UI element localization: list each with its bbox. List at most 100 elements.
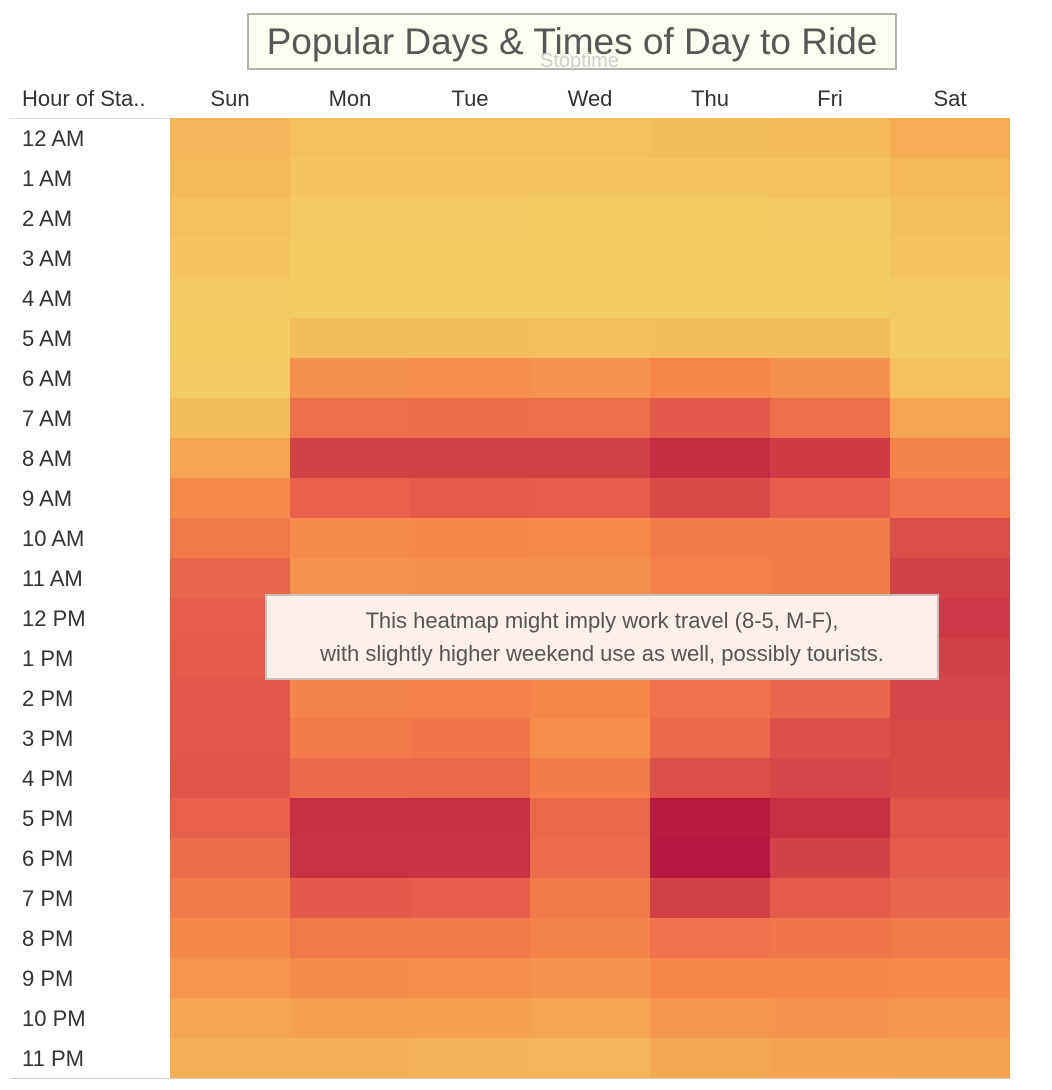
heatmap-cell[interactable] — [530, 918, 650, 958]
column-label-sat[interactable]: Sat — [933, 86, 967, 111]
row-label[interactable]: 2 PM — [22, 686, 74, 711]
heatmap-cell[interactable] — [410, 1038, 530, 1078]
heatmap-cell[interactable] — [890, 998, 1010, 1038]
heatmap-cell[interactable] — [650, 958, 770, 998]
heatmap-cell[interactable] — [650, 998, 770, 1038]
heatmap-cell[interactable] — [410, 758, 530, 798]
row-label[interactable]: 4 PM — [22, 766, 74, 791]
heatmap-cell[interactable] — [170, 558, 290, 598]
heatmap-cell[interactable] — [770, 438, 890, 478]
heatmap-cell[interactable] — [770, 558, 890, 598]
heatmap-cell[interactable] — [530, 478, 650, 518]
heatmap-cell[interactable] — [290, 158, 410, 198]
heatmap-cell[interactable] — [170, 278, 290, 318]
heatmap-cell[interactable] — [290, 518, 410, 558]
heatmap-cell[interactable] — [890, 958, 1010, 998]
row-header-label[interactable]: Hour of Sta.. — [22, 86, 146, 111]
heatmap-cell[interactable] — [410, 118, 530, 158]
heatmap-cell[interactable] — [410, 878, 530, 918]
heatmap-cell[interactable] — [290, 678, 410, 718]
heatmap-cell[interactable] — [890, 678, 1010, 718]
heatmap-cell[interactable] — [410, 918, 530, 958]
row-label[interactable]: 11 PM — [22, 1046, 84, 1071]
heatmap-cell[interactable] — [170, 358, 290, 398]
row-label[interactable]: 6 AM — [22, 366, 73, 391]
heatmap-cell[interactable] — [410, 198, 530, 238]
heatmap-cell[interactable] — [770, 518, 890, 558]
heatmap-cell[interactable] — [650, 798, 770, 838]
heatmap-cell[interactable] — [650, 518, 770, 558]
heatmap-cell[interactable] — [650, 758, 770, 798]
heatmap-cell[interactable] — [290, 118, 410, 158]
heatmap-cell[interactable] — [530, 958, 650, 998]
heatmap-cell[interactable] — [890, 398, 1010, 438]
heatmap-cell[interactable] — [290, 798, 410, 838]
heatmap-cell[interactable] — [170, 238, 290, 278]
heatmap-cell[interactable] — [890, 478, 1010, 518]
heatmap-cell[interactable] — [530, 358, 650, 398]
column-label-wed[interactable]: Wed — [567, 86, 613, 111]
row-label[interactable]: 11 AM — [22, 566, 83, 591]
row-label[interactable]: 3 AM — [22, 246, 73, 271]
column-label-fri[interactable]: Fri — [817, 86, 843, 111]
heatmap-cell[interactable] — [530, 718, 650, 758]
heatmap-cell[interactable] — [770, 838, 890, 878]
heatmap-cell[interactable] — [290, 358, 410, 398]
heatmap-cell[interactable] — [770, 958, 890, 998]
heatmap-cell[interactable] — [890, 1038, 1010, 1078]
heatmap-cell[interactable] — [290, 558, 410, 598]
heatmap-cell[interactable] — [770, 878, 890, 918]
heatmap-cell[interactable] — [170, 918, 290, 958]
heatmap-cell[interactable] — [290, 478, 410, 518]
heatmap-cell[interactable] — [530, 198, 650, 238]
heatmap-cell[interactable] — [170, 398, 290, 438]
heatmap-cell[interactable] — [290, 1038, 410, 1078]
heatmap-cell[interactable] — [410, 238, 530, 278]
heatmap-cell[interactable] — [410, 678, 530, 718]
heatmap-cell[interactable] — [770, 918, 890, 958]
heatmap-cell[interactable] — [530, 1038, 650, 1078]
heatmap-cell[interactable] — [530, 798, 650, 838]
heatmap-cell[interactable] — [410, 958, 530, 998]
row-label[interactable]: 1 AM — [22, 166, 73, 191]
heatmap-cell[interactable] — [530, 238, 650, 278]
heatmap-cell[interactable] — [650, 238, 770, 278]
heatmap-cell[interactable] — [530, 558, 650, 598]
heatmap-cell[interactable] — [170, 198, 290, 238]
heatmap-cell[interactable] — [290, 918, 410, 958]
heatmap-cell[interactable] — [530, 878, 650, 918]
row-label[interactable]: 10 PM — [22, 1006, 86, 1031]
heatmap-cell[interactable] — [410, 438, 530, 478]
heatmap-cell[interactable] — [530, 118, 650, 158]
heatmap-cell[interactable] — [170, 838, 290, 878]
heatmap-cell[interactable] — [770, 478, 890, 518]
heatmap-cell[interactable] — [410, 278, 530, 318]
heatmap-cell[interactable] — [170, 1038, 290, 1078]
heatmap-cell[interactable] — [650, 478, 770, 518]
heatmap-cell[interactable] — [290, 278, 410, 318]
heatmap-cell[interactable] — [170, 118, 290, 158]
heatmap-cell[interactable] — [290, 238, 410, 278]
heatmap-cell[interactable] — [890, 158, 1010, 198]
heatmap-cell[interactable] — [410, 398, 530, 438]
heatmap-cell[interactable] — [170, 958, 290, 998]
heatmap-cell[interactable] — [770, 158, 890, 198]
heatmap-cell[interactable] — [410, 718, 530, 758]
heatmap-cell[interactable] — [890, 198, 1010, 238]
heatmap-cell[interactable] — [530, 398, 650, 438]
column-label-tue[interactable]: Tue — [451, 86, 489, 111]
row-label[interactable]: 10 AM — [22, 526, 85, 551]
row-label[interactable]: 1 PM — [22, 646, 74, 671]
row-label[interactable]: 9 PM — [22, 966, 74, 991]
heatmap-cell[interactable] — [170, 998, 290, 1038]
heatmap-cell[interactable] — [650, 918, 770, 958]
heatmap-cell[interactable] — [410, 798, 530, 838]
heatmap-cell[interactable] — [770, 238, 890, 278]
row-label[interactable]: 5 AM — [22, 326, 73, 351]
heatmap-cell[interactable] — [890, 318, 1010, 358]
heatmap-cell[interactable] — [890, 438, 1010, 478]
heatmap-cell[interactable] — [170, 878, 290, 918]
row-label[interactable]: 7 PM — [22, 886, 74, 911]
heatmap-cell[interactable] — [890, 278, 1010, 318]
heatmap-cell[interactable] — [290, 198, 410, 238]
